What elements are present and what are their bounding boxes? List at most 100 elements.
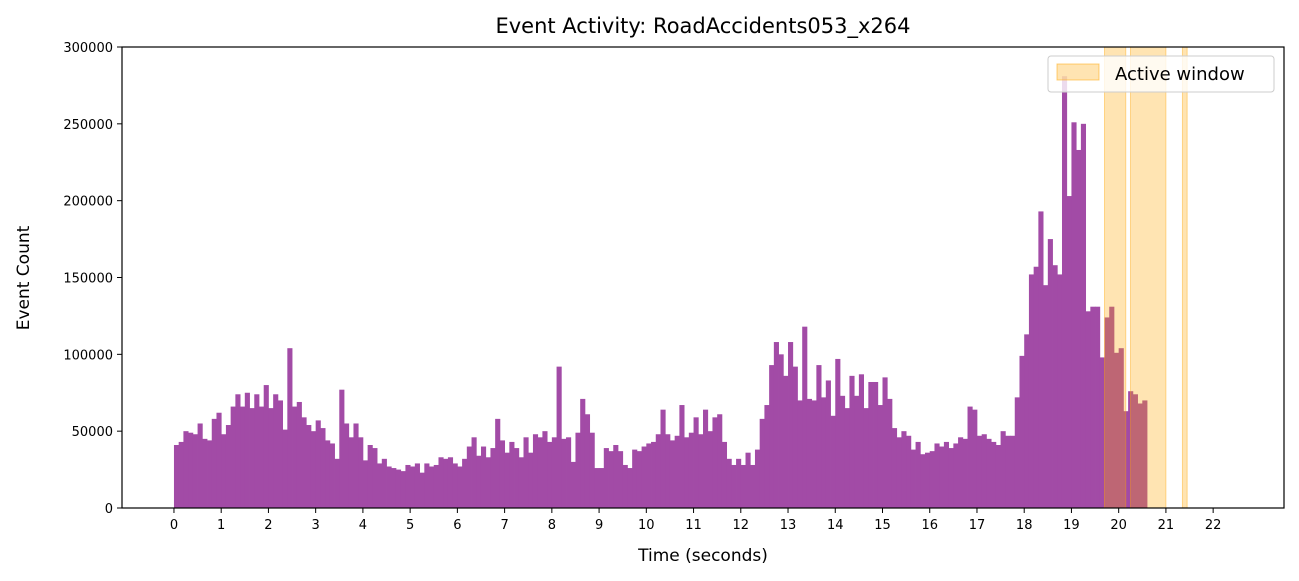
legend-label: Active window xyxy=(1115,64,1245,85)
bar xyxy=(594,468,600,508)
active-window-span xyxy=(1181,46,1188,509)
bar-series xyxy=(173,76,1148,509)
bar xyxy=(258,406,265,508)
bar xyxy=(447,457,454,508)
bar xyxy=(1061,76,1068,508)
bar xyxy=(887,398,893,508)
bar xyxy=(1109,306,1115,508)
bar xyxy=(915,441,921,508)
bar xyxy=(906,435,912,508)
bar xyxy=(575,432,581,508)
bar xyxy=(334,458,340,508)
bar xyxy=(821,397,827,508)
y-axis: 0 50000 100000 150000 200000 250000 300000 xyxy=(63,41,122,517)
bar xyxy=(244,392,250,508)
bar xyxy=(509,441,515,508)
bar xyxy=(292,406,298,508)
bar xyxy=(1033,266,1039,508)
bar xyxy=(1095,306,1101,508)
x-tick-label: 11 xyxy=(685,518,702,533)
bar xyxy=(783,375,789,508)
bar xyxy=(584,414,591,508)
bar xyxy=(1113,352,1120,508)
bar xyxy=(466,446,472,508)
bar xyxy=(457,466,463,508)
bar xyxy=(646,443,652,508)
bar xyxy=(731,464,737,508)
bar xyxy=(953,443,959,508)
bar xyxy=(235,394,241,508)
bar xyxy=(1137,403,1143,508)
bar xyxy=(372,448,378,508)
bar xyxy=(320,428,326,508)
bar xyxy=(745,452,751,508)
x-tick-label: 2 xyxy=(264,518,272,533)
bar xyxy=(471,437,477,508)
bar xyxy=(1010,435,1016,508)
x-tick-label: 18 xyxy=(1016,518,1033,533)
bar xyxy=(580,398,586,508)
bar xyxy=(976,435,983,508)
bar xyxy=(613,445,619,508)
bar xyxy=(1132,394,1138,508)
bar xyxy=(679,405,685,508)
bar xyxy=(688,432,694,508)
bar xyxy=(707,431,713,508)
bar xyxy=(485,457,491,508)
bar xyxy=(391,468,397,508)
bar xyxy=(934,443,940,508)
bar xyxy=(858,374,864,508)
bar xyxy=(873,381,879,508)
bar xyxy=(282,429,288,508)
bar xyxy=(254,394,260,508)
bar xyxy=(197,423,203,508)
bar xyxy=(358,437,364,508)
bar xyxy=(381,458,387,508)
bar xyxy=(835,358,841,508)
bar xyxy=(1090,306,1096,508)
bar xyxy=(991,441,997,508)
bar xyxy=(523,437,529,508)
bar xyxy=(972,409,978,508)
x-tick-label: 16 xyxy=(921,518,938,533)
bar xyxy=(636,451,642,508)
bar xyxy=(1071,122,1077,509)
bar xyxy=(570,461,576,508)
bar xyxy=(778,354,784,508)
y-axis-label: Event Count xyxy=(14,225,34,330)
bar xyxy=(514,448,520,508)
bar xyxy=(178,441,184,508)
bar xyxy=(273,394,279,508)
active-window-span xyxy=(1129,46,1167,509)
bar xyxy=(1052,265,1058,508)
x-tick-label: 4 xyxy=(359,518,367,533)
bar xyxy=(773,342,779,508)
bar xyxy=(561,438,567,508)
bar xyxy=(173,445,180,508)
bar xyxy=(225,425,232,508)
bar xyxy=(736,458,742,508)
bar xyxy=(698,434,704,508)
bar xyxy=(844,408,850,508)
x-tick-label: 17 xyxy=(969,518,986,533)
bar xyxy=(528,452,534,508)
bar xyxy=(240,406,246,508)
bar xyxy=(490,448,496,508)
bar xyxy=(1128,391,1134,508)
bar xyxy=(429,466,435,508)
bar xyxy=(962,438,968,508)
bar xyxy=(1038,211,1044,509)
bar xyxy=(495,418,501,508)
bar xyxy=(939,446,945,508)
bar xyxy=(1024,334,1030,508)
bar xyxy=(589,432,595,508)
bar xyxy=(651,441,657,508)
bar xyxy=(348,437,354,508)
bar xyxy=(920,454,926,508)
bar xyxy=(627,468,633,508)
x-axis-label: Time (seconds) xyxy=(637,546,768,566)
bar xyxy=(532,434,539,508)
x-tick-label: 15 xyxy=(874,518,891,533)
bar xyxy=(192,434,198,508)
bar xyxy=(622,464,628,508)
